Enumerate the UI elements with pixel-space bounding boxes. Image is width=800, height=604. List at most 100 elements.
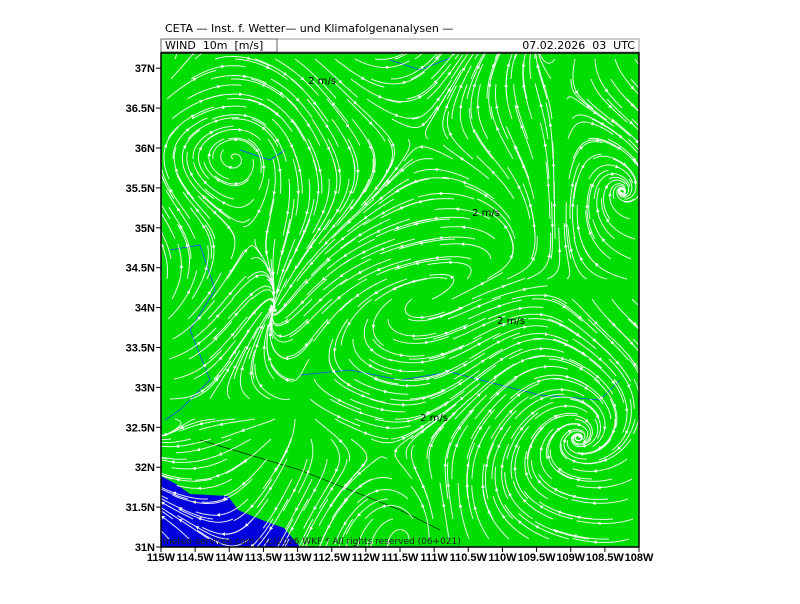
streamline xyxy=(512,333,569,343)
streamline xyxy=(573,378,612,420)
streamline xyxy=(321,278,368,315)
streamline xyxy=(282,458,308,512)
streamline-arrow xyxy=(635,139,639,144)
streamline-arrow xyxy=(455,207,460,212)
streamline-arrow xyxy=(296,191,301,195)
streamline-arrow xyxy=(532,30,536,34)
streamline xyxy=(471,485,490,540)
streamline-arrow xyxy=(296,570,300,574)
lon-tick-label: 111W xyxy=(420,552,448,564)
streamline xyxy=(410,485,430,539)
streamline xyxy=(256,458,288,508)
streamline xyxy=(471,425,491,480)
streamline-arrow xyxy=(347,146,351,151)
streamline-arrow xyxy=(539,103,544,108)
streamline-arrow xyxy=(161,515,165,520)
streamline xyxy=(559,428,586,460)
streamline xyxy=(194,458,248,481)
streamline xyxy=(518,513,570,540)
streamline-arrow xyxy=(459,157,464,161)
streamline xyxy=(387,528,410,547)
streamline-arrow xyxy=(523,325,527,330)
streamline-arrow xyxy=(497,304,502,309)
streamline xyxy=(504,504,550,540)
streamline xyxy=(364,138,376,193)
streamline xyxy=(231,78,285,99)
streamline-arrow xyxy=(406,383,410,388)
streamline-arrow xyxy=(523,287,527,292)
streamline-arrow xyxy=(192,466,196,471)
streamline-arrow xyxy=(326,257,330,261)
streamline-arrow xyxy=(461,67,465,72)
streamline-arrow xyxy=(393,448,398,453)
streamline-arrow xyxy=(518,306,523,311)
streamline xyxy=(340,298,373,346)
streamline-arrow xyxy=(443,403,448,407)
streamline xyxy=(330,78,373,119)
streamline-arrow xyxy=(176,207,181,212)
streamline-arrow xyxy=(358,484,363,488)
streamline-arrow xyxy=(564,223,569,227)
streamline xyxy=(609,183,631,220)
streamline xyxy=(551,298,598,334)
streamline xyxy=(426,411,457,459)
streamline xyxy=(202,194,251,223)
streamline xyxy=(569,398,601,440)
streamline-arrow xyxy=(569,247,574,252)
streamline xyxy=(176,478,233,489)
streamline xyxy=(413,465,434,520)
streamline-arrow xyxy=(548,122,553,127)
streamline xyxy=(446,53,475,100)
streamline-arrow xyxy=(426,411,431,415)
variable-box xyxy=(160,38,278,53)
streamline-arrow xyxy=(262,83,267,87)
streamline xyxy=(249,518,274,547)
streamline-arrow xyxy=(140,440,143,444)
streamline xyxy=(424,88,451,140)
streamline-arrow xyxy=(326,146,331,151)
streamline-arrow xyxy=(617,146,622,150)
streamline-arrow xyxy=(293,488,297,493)
streamline-arrow xyxy=(402,403,406,407)
streamline xyxy=(535,53,548,100)
streamline-arrow xyxy=(576,478,580,482)
streamline-arrow xyxy=(542,83,547,88)
streamline-arrow xyxy=(316,191,321,195)
streamline-arrow xyxy=(192,78,197,82)
streamline xyxy=(286,318,329,357)
streamline xyxy=(565,202,572,260)
lon-tick-label: 114W xyxy=(215,552,244,564)
streamline-arrow xyxy=(472,128,477,133)
streamline-arrow xyxy=(216,178,221,183)
streamline-arrow xyxy=(284,356,289,361)
streamline-arrow xyxy=(219,422,223,427)
lon-tick-label: 112W xyxy=(352,552,381,564)
streamline xyxy=(572,139,620,160)
streamline-arrow xyxy=(329,503,334,508)
streamline-arrow xyxy=(361,76,365,80)
streamline xyxy=(284,478,313,530)
streamline xyxy=(398,238,456,250)
streamline-arrow xyxy=(281,269,286,274)
streamline-arrow xyxy=(475,377,480,382)
lat-tick-label: 33N xyxy=(135,382,155,394)
streamline-arrow xyxy=(513,466,517,470)
streamline-arrow xyxy=(476,393,481,398)
streamline-arrow xyxy=(593,469,597,473)
streamline xyxy=(507,313,564,323)
streamline xyxy=(271,316,309,338)
streamline xyxy=(262,438,292,489)
streamline-arrow xyxy=(584,418,589,423)
streamline-arrow xyxy=(523,499,527,503)
streamline-arrow xyxy=(457,425,462,430)
streamline-arrow xyxy=(244,113,248,118)
streamline xyxy=(534,521,590,540)
streamline-arrow xyxy=(309,245,313,249)
streamline-arrow xyxy=(602,458,607,462)
streamline xyxy=(590,78,628,123)
streamline xyxy=(488,211,514,260)
streamline xyxy=(378,178,430,205)
streamline xyxy=(554,378,604,405)
streamline-arrow xyxy=(349,190,353,195)
streamline xyxy=(504,472,534,520)
